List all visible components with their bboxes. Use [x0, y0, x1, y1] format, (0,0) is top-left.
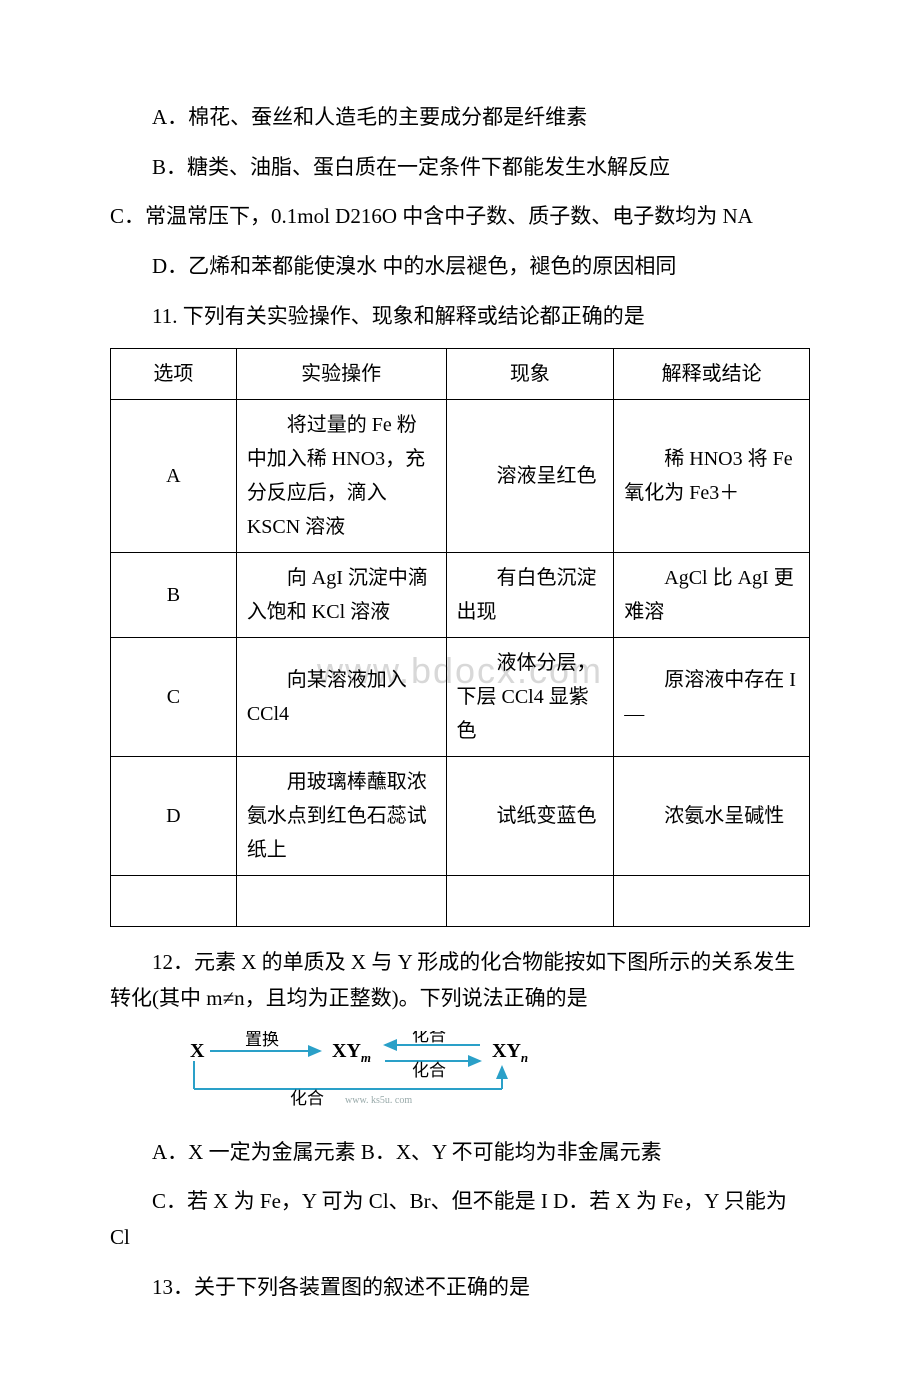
cell-phenomenon: 有白色沉淀出现	[446, 553, 614, 638]
q11-table: 选项 实验操作 现象 解释或结论 A 将过量的 Fe 粉中加入稀 HNO3，充分…	[110, 348, 810, 927]
diagram-combine-path: 化合	[290, 1089, 324, 1108]
diagram-x: X	[190, 1040, 205, 1062]
cell-conclusion: 原溶液中存在 I—	[614, 638, 810, 757]
cell-option: C	[111, 638, 237, 757]
cell-conclusion: 稀 HNO3 将 Fe 氧化为 Fe3＋	[614, 400, 810, 553]
option-d: D．乙烯和苯都能使溴水 中的水层褪色，褪色的原因相同	[110, 249, 810, 285]
table-row: A 将过量的 Fe 粉中加入稀 HNO3，充分反应后，滴入 KSCN 溶液 溶液…	[111, 400, 810, 553]
header-operation: 实验操作	[236, 349, 446, 400]
cell-empty	[614, 876, 810, 927]
diagram-combine-top: 化合	[412, 1031, 446, 1045]
cell-phenomenon: 溶液呈红色	[446, 400, 614, 553]
header-option: 选项	[111, 349, 237, 400]
header-phenomenon: 现象	[446, 349, 614, 400]
q12-stem: 12．元素 X 的单质及 X 与 Y 形成的化合物能按如下图所示的关系发生转化(…	[110, 945, 810, 1016]
table-row: B 向 AgI 沉淀中滴入饱和 KCl 溶液 有白色沉淀出现 AgCl 比 Ag…	[111, 553, 810, 638]
diagram-tiny-url: www. ks5u. com	[345, 1095, 412, 1106]
table-row-empty	[111, 876, 810, 927]
option-a: A．棉花、蚕丝和人造毛的主要成分都是纤维素	[110, 100, 810, 136]
cell-conclusion: 浓氨水呈碱性	[614, 757, 810, 876]
q11-stem: 11. 下列有关实验操作、现象和解释或结论都正确的是	[110, 299, 810, 335]
diagram-sub-label: 置换	[245, 1031, 279, 1049]
table-header-row: 选项 实验操作 现象 解释或结论	[111, 349, 810, 400]
cell-option: D	[111, 757, 237, 876]
q13-stem: 13．关于下列各装置图的叙述不正确的是	[110, 1270, 810, 1306]
option-b: B．糖类、油脂、蛋白质在一定条件下都能发生水解反应	[110, 150, 810, 186]
q12-options-ab: A．X 一定为金属元素 B．X、Y 不可能均为非金属元素	[110, 1135, 810, 1171]
header-conclusion: 解释或结论	[614, 349, 810, 400]
q12-diagram: X 置换 XYm 化合 化合 XYn 化合 www. ks5u. com	[180, 1031, 810, 1121]
cell-operation: 向某溶液加入 CCl4	[236, 638, 446, 757]
cell-operation: 用玻璃棒蘸取浓氨水点到红色石蕊试纸上	[236, 757, 446, 876]
table-row: C 向某溶液加入 CCl4 液体分层，下层 CCl4 显紫色 原溶液中存在 I—	[111, 638, 810, 757]
cell-operation: 向 AgI 沉淀中滴入饱和 KCl 溶液	[236, 553, 446, 638]
cell-phenomenon: 液体分层，下层 CCl4 显紫色	[446, 638, 614, 757]
cell-option: B	[111, 553, 237, 638]
cell-phenomenon: 试纸变蓝色	[446, 757, 614, 876]
cell-operation: 将过量的 Fe 粉中加入稀 HNO3，充分反应后，滴入 KSCN 溶液	[236, 400, 446, 553]
diagram-combine-bottom: 化合	[412, 1061, 446, 1080]
cell-option: A	[111, 400, 237, 553]
cell-empty	[446, 876, 614, 927]
cell-empty	[111, 876, 237, 927]
cell-empty	[236, 876, 446, 927]
q12-options-cd: C．若 X 为 Fe，Y 可为 Cl、Br、但不能是 I D．若 X 为 Fe，…	[110, 1184, 810, 1255]
option-c: C．常温常压下，0.1mol D216O 中含中子数、质子数、电子数均为 NA	[110, 199, 810, 235]
cell-conclusion: AgCl 比 AgI 更难溶	[614, 553, 810, 638]
svg-text:XYm: XYm	[332, 1040, 371, 1065]
table-row: D 用玻璃棒蘸取浓氨水点到红色石蕊试纸上 试纸变蓝色 浓氨水呈碱性	[111, 757, 810, 876]
svg-text:XYn: XYn	[492, 1040, 528, 1065]
